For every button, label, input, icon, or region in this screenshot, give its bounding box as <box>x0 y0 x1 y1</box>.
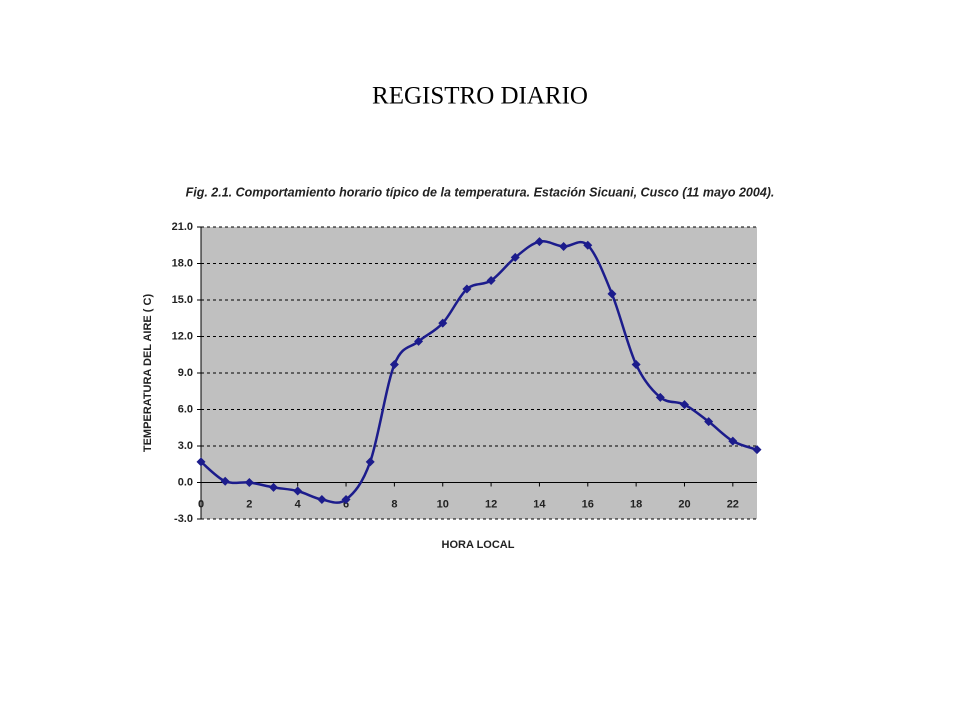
x-tick-label: 0 <box>198 498 204 510</box>
point <box>365 457 375 467</box>
x-tick-label: 14 <box>533 498 546 510</box>
y-tick-label: 0.0 <box>178 476 193 488</box>
point <box>414 336 424 346</box>
page-title: REGISTRO DIARIO <box>372 83 588 110</box>
point <box>728 436 738 446</box>
point <box>196 457 206 467</box>
x-tick-label: 20 <box>678 498 690 510</box>
x-tick-label: 18 <box>630 498 642 510</box>
point <box>341 495 351 505</box>
x-tick-label: 4 <box>295 498 302 510</box>
x-tick-label: 22 <box>727 498 739 510</box>
point <box>607 289 617 299</box>
point <box>534 237 544 247</box>
point <box>510 252 520 262</box>
y-tick-label: 12.0 <box>172 330 193 342</box>
point <box>486 276 496 286</box>
chart-title: Fig. 2.1. Comportamiento horario típico … <box>186 185 775 199</box>
y-tick-label: -3.0 <box>174 513 193 525</box>
point <box>559 241 569 251</box>
point <box>389 359 399 369</box>
point <box>583 240 593 250</box>
x-tick-label: 2 <box>246 498 252 510</box>
y-tick-label: 6.0 <box>178 403 193 415</box>
point <box>269 482 279 492</box>
point <box>244 478 254 487</box>
point <box>438 318 448 328</box>
point <box>220 476 230 486</box>
x-tick-label: 12 <box>485 498 497 510</box>
point <box>631 359 641 369</box>
point <box>462 284 472 294</box>
point <box>655 392 665 402</box>
y-tick-label: 21.0 <box>172 221 193 233</box>
point <box>704 417 714 427</box>
y-tick-label: 3.0 <box>178 440 193 452</box>
y-axis-label: TEMPERATURA DEL AIRE ( C) <box>142 294 154 453</box>
x-tick-label: 6 <box>343 498 349 510</box>
point <box>293 486 303 496</box>
y-tick-label: 15.0 <box>172 294 193 306</box>
point <box>679 400 689 410</box>
x-tick-label: 10 <box>437 498 449 510</box>
y-tick-label: 9.0 <box>178 367 193 379</box>
point <box>752 445 762 455</box>
y-tick-label: 18.0 <box>172 257 193 269</box>
x-axis-label: HORA LOCAL <box>442 539 515 551</box>
x-tick-label: 8 <box>391 498 397 510</box>
x-tick-label: 16 <box>582 498 594 510</box>
point <box>317 495 327 505</box>
